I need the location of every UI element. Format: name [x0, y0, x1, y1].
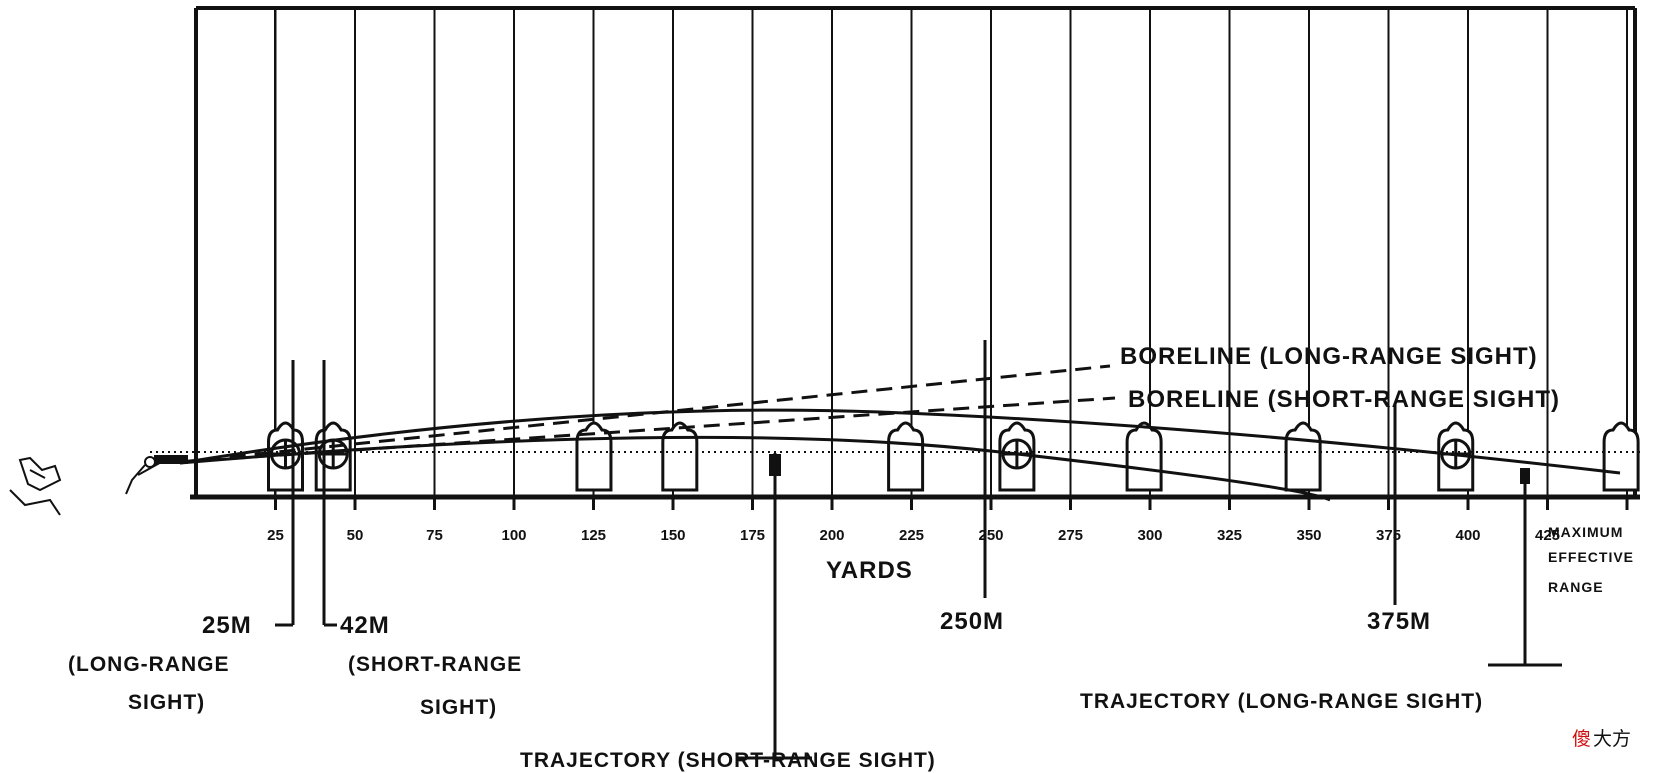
tick-label-50: 50	[347, 527, 364, 544]
trajectory-long-label: TRAJECTORY (LONG-RANGE SIGHT)	[1080, 690, 1483, 713]
trajectory-long-range-curve	[179, 408, 1621, 475]
svg-text:42M: 42M	[340, 612, 390, 639]
svg-text:EFFECTIVE: EFFECTIVE	[1548, 549, 1634, 565]
yards-label: YARDS	[826, 557, 913, 584]
trajectory-short-label: TRAJECTORY (SHORT-RANGE SIGHT)	[520, 749, 936, 772]
tick-label-150: 150	[660, 527, 685, 544]
marker-25m-label: 25M (LONG-RANGE SIGHT)	[68, 612, 252, 714]
tick-label-350: 350	[1296, 527, 1321, 544]
svg-text:RANGE: RANGE	[1548, 579, 1604, 595]
max-effective-range-label: MAXIMUM EFFECTIVE RANGE	[1548, 524, 1634, 595]
svg-text:SIGHT): SIGHT)	[420, 696, 497, 719]
svg-text:(LONG-RANGE: (LONG-RANGE	[68, 653, 230, 676]
svg-text:SIGHT): SIGHT)	[128, 691, 205, 714]
tick-label-375: 375	[1376, 527, 1401, 544]
firer-figure	[9, 455, 188, 516]
target-silhouette	[314, 421, 352, 492]
marker-375m-label: 375M	[1367, 608, 1431, 635]
trajectory-short-range-marker	[769, 454, 781, 476]
watermark: 傻 大方	[1572, 728, 1631, 750]
marker-250m-label: 250M	[940, 608, 1004, 635]
targets	[267, 421, 1640, 492]
marker-42m-label: 42M (SHORT-RANGE SIGHT)	[340, 612, 522, 719]
target-silhouette	[1125, 421, 1163, 492]
range-frame	[194, 6, 1637, 497]
tick-label-200: 200	[819, 527, 844, 544]
tick-label-25: 25	[267, 527, 284, 544]
target-silhouette	[887, 421, 925, 492]
marker-stems	[275, 340, 1562, 760]
tick-label-175: 175	[740, 527, 765, 544]
tick-label-100: 100	[501, 527, 526, 544]
trajectory-short-range-curve	[179, 435, 1331, 502]
target-silhouette	[998, 421, 1036, 492]
target-silhouette	[1602, 421, 1640, 492]
trajectory-long-range-marker	[1520, 468, 1530, 484]
tick-label-325: 325	[1217, 527, 1242, 544]
boreline-short-label: BORELINE (SHORT-RANGE SIGHT)	[1128, 386, 1560, 413]
boreline-long-label: BORELINE (LONG-RANGE SIGHT)	[1120, 343, 1538, 370]
target-silhouette	[661, 421, 699, 492]
tick-label-275: 275	[1058, 527, 1083, 544]
tick-label-425: 425	[1535, 527, 1560, 544]
svg-text:25M: 25M	[202, 612, 252, 639]
tick-label-250: 250	[978, 527, 1003, 544]
tick-label-75: 75	[426, 527, 443, 544]
boreline-long-range	[179, 364, 1111, 464]
range-gridlines	[274, 8, 1628, 497]
tick-labels: 25 50 75 100 125 150 175 200 225 250 275 300 325 350 3…	[267, 497, 1629, 544]
tick-label-125: 125	[581, 527, 606, 544]
tick-label-225: 225	[899, 527, 924, 544]
svg-text:傻: 傻	[1572, 728, 1591, 750]
tick-label-300: 300	[1137, 527, 1162, 544]
target-silhouette	[1284, 421, 1322, 492]
svg-text:MAXIMUM: MAXIMUM	[1548, 524, 1623, 540]
svg-text:大方: 大方	[1593, 728, 1631, 750]
svg-text:(SHORT-RANGE: (SHORT-RANGE	[348, 653, 522, 676]
tick-label-400: 400	[1455, 527, 1480, 544]
